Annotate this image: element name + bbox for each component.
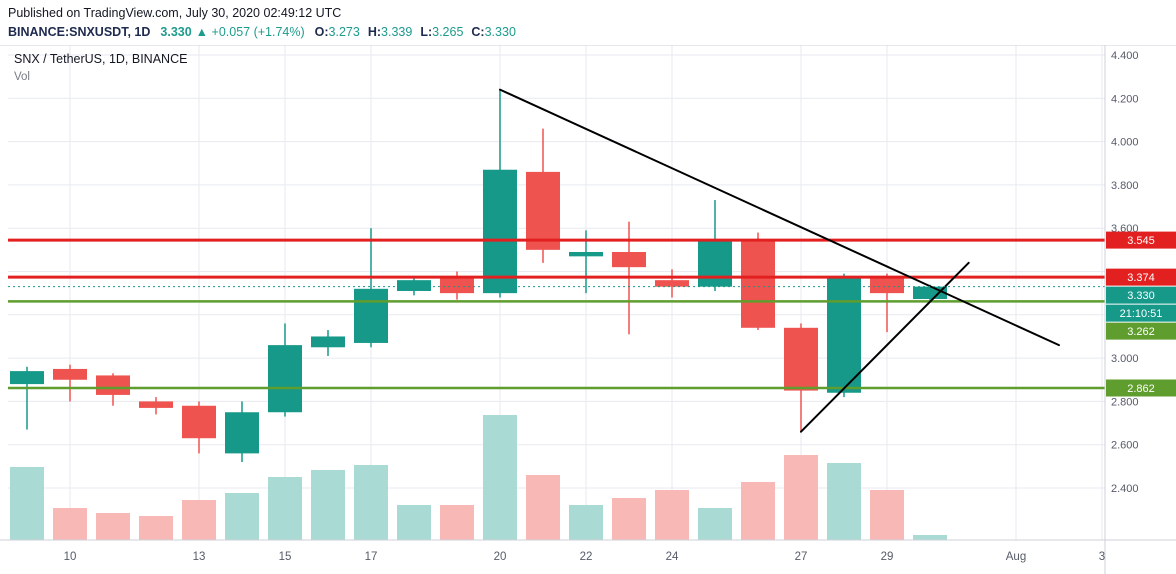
level-price-badge bbox=[1106, 231, 1176, 249]
chart-plot-area[interactable] bbox=[0, 45, 1105, 540]
published-line: Published on TradingView.com, July 30, 2… bbox=[8, 6, 342, 20]
candle-body bbox=[612, 252, 646, 268]
legend-symbol-title: SNX / TetherUS, 1D, BINANCE bbox=[14, 52, 188, 66]
time-tick-label: 10 bbox=[64, 551, 77, 563]
volume-bar bbox=[268, 477, 302, 540]
candle-body bbox=[569, 252, 603, 257]
candle-body bbox=[526, 171, 560, 250]
volume-bar bbox=[182, 500, 216, 540]
volume-bar bbox=[655, 490, 689, 540]
trend-line bbox=[800, 261, 970, 433]
volume-bar bbox=[354, 465, 388, 540]
time-tick-label: 15 bbox=[279, 551, 292, 563]
chart-legend: SNX / TetherUS, 1D, BINANCE Vol bbox=[14, 51, 187, 85]
candle-body bbox=[698, 241, 732, 287]
time-tick-label: 20 bbox=[494, 551, 507, 563]
last-price: 3.330 bbox=[160, 25, 192, 39]
level-price-badge-label: 3.545 bbox=[1127, 235, 1155, 247]
candle-body bbox=[225, 412, 259, 454]
volume-bar bbox=[225, 493, 259, 540]
candle-body bbox=[311, 336, 345, 348]
candle-body bbox=[440, 277, 474, 294]
volume-bar bbox=[483, 415, 517, 540]
volume-bar bbox=[784, 455, 818, 540]
candle-body bbox=[784, 327, 818, 391]
volume-bar bbox=[526, 475, 560, 540]
volume-bar bbox=[139, 516, 173, 540]
low-value: L:3.265 bbox=[420, 25, 464, 39]
trend-line bbox=[499, 88, 1060, 347]
candle-body bbox=[397, 280, 431, 291]
price-tick-label: 3.000 bbox=[1111, 353, 1139, 365]
candle-body bbox=[96, 375, 130, 395]
price-change: +0.057 (+1.74%) bbox=[211, 25, 305, 39]
legend-volume-indicator: Vol bbox=[14, 71, 30, 83]
volume-bar bbox=[53, 508, 87, 540]
open-value: O:3.273 bbox=[314, 25, 360, 39]
price-tick-label: 4.000 bbox=[1111, 137, 1139, 149]
candle-body bbox=[655, 280, 689, 287]
price-tick-label: 4.400 bbox=[1111, 50, 1139, 62]
candle-body bbox=[483, 169, 517, 294]
volume-bar bbox=[440, 505, 474, 540]
level-price-badge-label: 2.862 bbox=[1127, 383, 1155, 395]
time-tick-label: 17 bbox=[365, 551, 378, 563]
symbol-status-line: BINANCE:SNXUSDT, 1D 3.330 ▲ +0.057 (+1.74%… bbox=[8, 25, 1176, 40]
current-price-badge bbox=[1106, 286, 1176, 304]
time-tick-label: 29 bbox=[881, 551, 894, 563]
price-tick-label: 2.600 bbox=[1111, 440, 1139, 452]
time-tick-label: 3 bbox=[1099, 551, 1105, 563]
time-axis[interactable] bbox=[0, 540, 1176, 574]
volume-bar bbox=[311, 470, 345, 540]
close-value: C:3.330 bbox=[471, 25, 516, 39]
volume-bar bbox=[827, 463, 861, 540]
candle-body bbox=[268, 345, 302, 413]
candle-body bbox=[10, 371, 44, 385]
volume-bar bbox=[741, 482, 775, 540]
candle-body bbox=[741, 241, 775, 328]
volume-bar bbox=[397, 505, 431, 540]
level-price-badge-label: 3.262 bbox=[1127, 326, 1155, 338]
price-tick-label: 2.400 bbox=[1111, 483, 1139, 495]
volume-bar bbox=[10, 467, 44, 540]
bar-countdown-badge bbox=[1106, 304, 1176, 322]
price-tick-label: 4.200 bbox=[1111, 93, 1139, 105]
level-price-badge bbox=[1106, 322, 1176, 340]
volume-bar bbox=[698, 508, 732, 540]
high-value: H:3.339 bbox=[367, 25, 413, 39]
time-tick-label: 13 bbox=[193, 551, 206, 563]
level-price-badge bbox=[1106, 379, 1176, 397]
candle-body bbox=[53, 368, 87, 380]
price-tick-label: 2.800 bbox=[1111, 396, 1139, 408]
current-price-badge-label: 3.330 bbox=[1127, 290, 1155, 302]
candle-body bbox=[827, 277, 861, 393]
level-price-badge-label: 3.374 bbox=[1127, 272, 1155, 284]
candle-body bbox=[870, 277, 904, 294]
time-tick-label: 27 bbox=[795, 551, 808, 563]
bar-countdown-badge-label: 21:10:51 bbox=[1120, 308, 1163, 320]
level-price-badge bbox=[1106, 268, 1176, 286]
volume-bar bbox=[569, 505, 603, 540]
candle-body bbox=[354, 288, 388, 343]
time-tick-label: Aug bbox=[1006, 551, 1026, 563]
price-axis[interactable] bbox=[1105, 45, 1176, 540]
volume-bar bbox=[96, 513, 130, 540]
price-tick-label: 3.800 bbox=[1111, 180, 1139, 192]
candle-body bbox=[139, 401, 173, 408]
volume-bar bbox=[612, 498, 646, 540]
time-tick-label: 22 bbox=[580, 551, 593, 563]
change-up-arrow-icon: ▲ bbox=[195, 25, 209, 39]
candle-body bbox=[182, 405, 216, 439]
time-tick-label: 24 bbox=[666, 551, 679, 563]
publish-header: Published on TradingView.com, July 30, 2… bbox=[0, 0, 1176, 45]
volume-bar bbox=[913, 535, 947, 540]
symbol-title: BINANCE:SNXUSDT, 1D bbox=[8, 25, 151, 39]
volume-bar bbox=[870, 490, 904, 540]
